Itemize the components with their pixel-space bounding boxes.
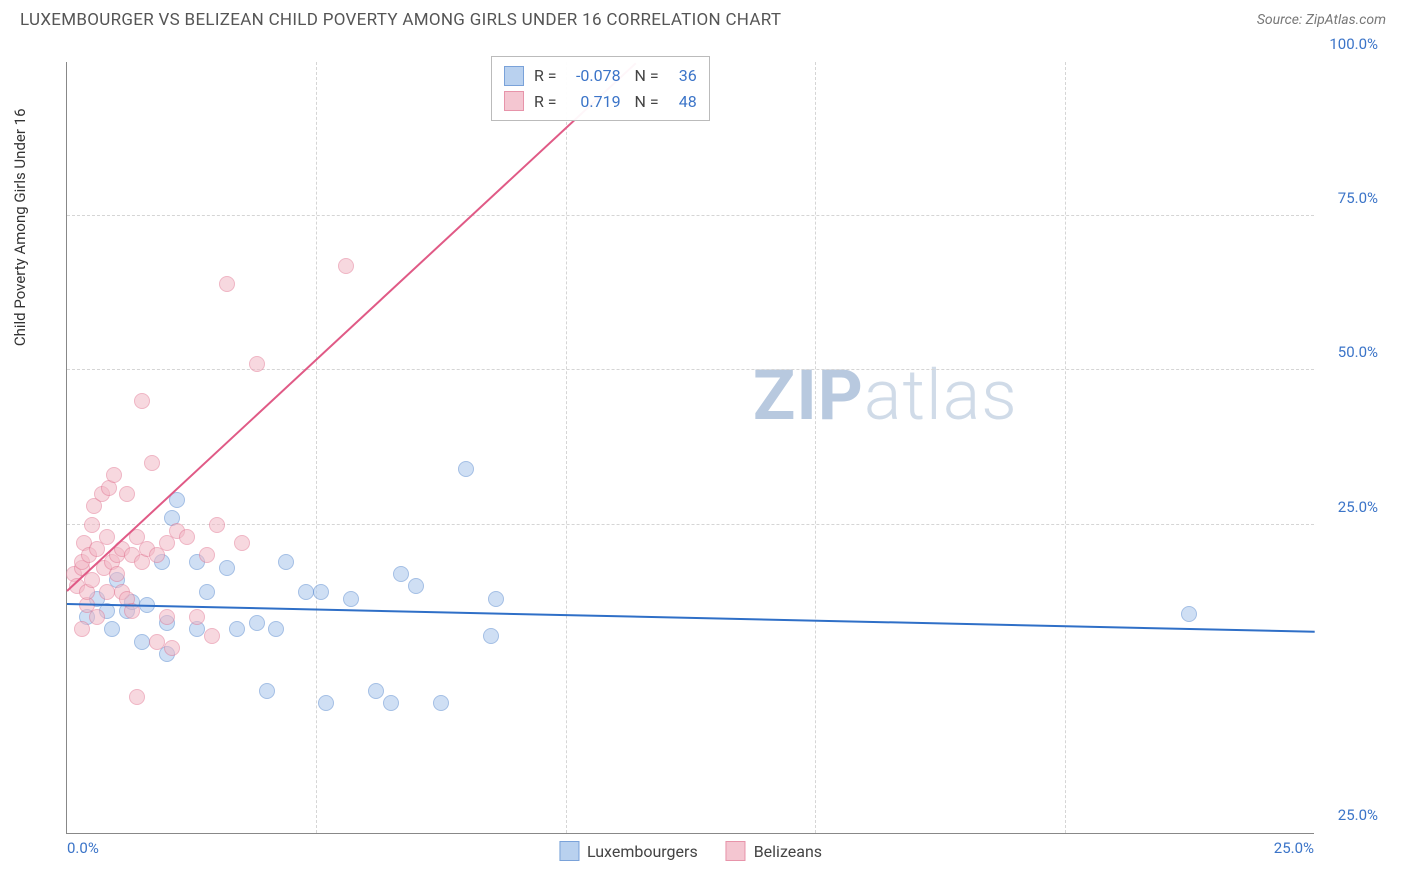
scatter-point [1181,606,1197,622]
y-tick-label: 75.0% [1318,189,1378,207]
scatter-point [129,689,145,705]
scatter-point [408,578,424,594]
y-axis-label: Child Poverty Among Girls Under 16 [11,108,29,346]
y-tick-label: 50.0% [1318,343,1378,361]
corr-n-label: N = [631,63,659,89]
scatter-point [268,621,284,637]
legend-item: Belizeans [726,841,822,861]
correlation-row: R = 0.719 N = 48 [504,89,697,115]
legend-swatch [559,841,579,861]
scatter-point [89,609,105,625]
scatter-point [159,609,175,625]
corr-n-value: 36 [669,63,697,89]
scatter-point [393,566,409,582]
scatter-point [219,560,235,576]
scatter-point [298,584,314,600]
corr-r-value: 0.719 [567,89,621,115]
legend-label: Belizeans [754,842,822,861]
corr-n-value: 48 [669,89,697,115]
series-legend: Luxembourgers Belizeans [559,841,822,861]
scatter-point [134,393,150,409]
scatter-point [343,591,359,607]
watermark: ZIPatlas [753,355,1018,437]
legend-item: Luxembourgers [559,841,698,861]
scatter-point [219,276,235,292]
gridline-v [815,62,816,833]
scatter-point [99,529,115,545]
legend-swatch [504,91,524,111]
scatter-point [84,572,100,588]
x-tick-label: 0.0% [67,839,99,857]
scatter-point [249,615,265,631]
legend-swatch [726,841,746,861]
scatter-point [199,547,215,563]
legend-label: Luxembourgers [587,842,698,861]
scatter-point [134,634,150,650]
scatter-point [149,634,165,650]
scatter-point [119,486,135,502]
corr-r-label: R = [534,63,557,89]
correlation-row: R = -0.078 N = 36 [504,63,697,89]
scatter-point [109,566,125,582]
y-tick-label: 100.0% [1318,35,1378,53]
scatter-point [234,535,250,551]
correlation-legend: R = -0.078 N = 36 R = 0.719 N = 48 [491,56,710,121]
plot-area: ZIPatlas 100.0%75.0%50.0%25.0%25.0%0.0%2… [66,62,1314,834]
legend-swatch [504,66,524,86]
scatter-point [278,554,294,570]
scatter-point [189,609,205,625]
scatter-point [229,621,245,637]
x-tick-label: 25.0% [1274,839,1314,857]
scatter-point [99,584,115,600]
y-tick-label: 25.0% [1318,806,1378,824]
scatter-point [318,695,334,711]
scatter-point [383,695,399,711]
corr-r-label: R = [534,89,557,115]
gridline-h [67,524,1314,525]
gridline-v [566,62,567,833]
scatter-point [209,517,225,533]
gridline-h [67,215,1314,216]
scatter-point [164,640,180,656]
scatter-point [204,628,220,644]
gridline-v [316,62,317,833]
scatter-point [313,584,329,600]
corr-n-label: N = [631,89,659,115]
scatter-point [433,695,449,711]
scatter-point [74,621,90,637]
scatter-point [84,517,100,533]
gridline-v [1065,62,1066,833]
y-tick-label: 25.0% [1318,498,1378,516]
scatter-point [488,591,504,607]
source-attribution: Source: ZipAtlas.com [1257,12,1386,28]
trend-line [66,62,636,592]
corr-r-value: -0.078 [567,63,621,89]
scatter-point [249,356,265,372]
scatter-point [106,467,122,483]
chart-title: LUXEMBOURGER VS BELIZEAN CHILD POVERTY A… [20,10,781,30]
scatter-point [144,455,160,471]
scatter-point [179,529,195,545]
scatter-point [104,621,120,637]
chart-container: Child Poverty Among Girls Under 16 ZIPat… [20,40,1386,872]
scatter-point [259,683,275,699]
scatter-point [368,683,384,699]
scatter-point [338,258,354,274]
scatter-point [483,628,499,644]
scatter-point [458,461,474,477]
scatter-point [199,584,215,600]
